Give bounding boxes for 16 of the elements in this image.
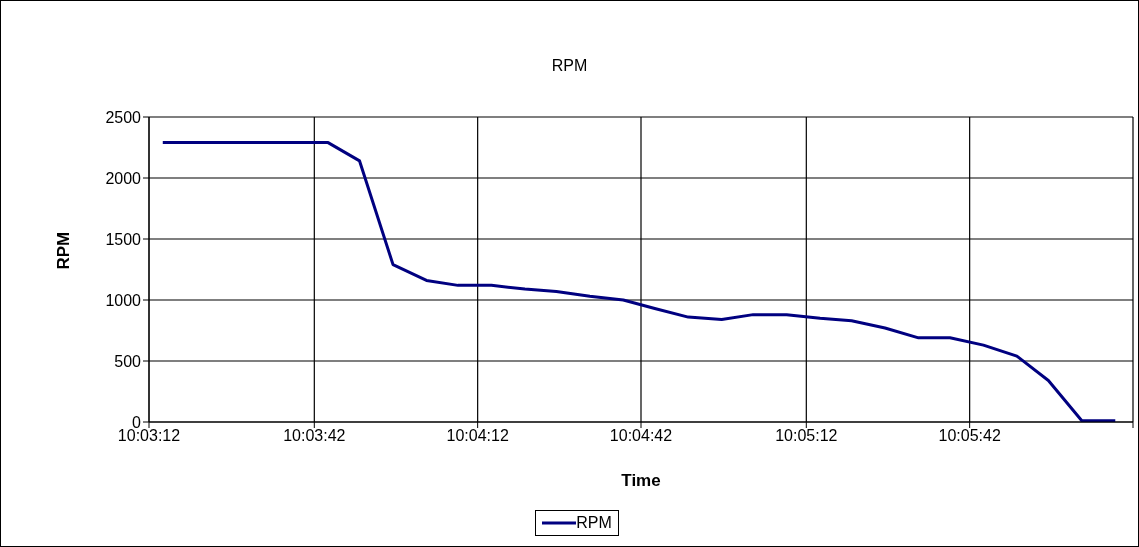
x-tick-label: 10:04:42 [609,427,673,445]
x-tick-label: 10:03:42 [283,427,346,445]
line-series [161,141,1117,422]
y-tick-label: 2500 [105,108,142,126]
x-axis-title: Time [621,471,661,491]
x-tick-label: 10:04:12 [446,427,509,445]
x-tick-label: 10:03:12 [117,427,181,445]
y-tick-label: 1500 [105,230,142,248]
y-tick-label: 500 [114,352,142,370]
legend-label: RPM [576,514,612,532]
y-tick-label: 1000 [105,291,142,309]
y-axis-title: RPM [54,231,74,270]
y-tick-label: 2000 [105,169,142,187]
x-tick-label: 10:05:42 [938,427,1001,445]
chart-title: RPM [550,57,589,75]
x-tick-label: 10:05:12 [775,427,838,445]
